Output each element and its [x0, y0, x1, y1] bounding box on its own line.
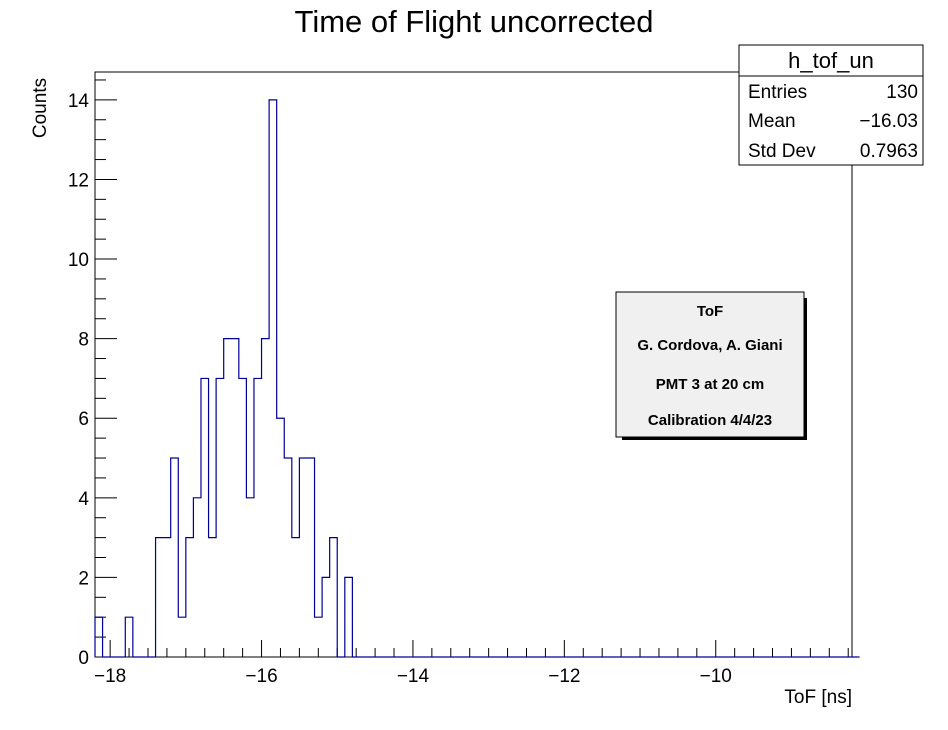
x-tick-label: −18: [94, 666, 126, 687]
x-tick-label: −16: [245, 666, 277, 687]
histogram-bin: [193, 498, 201, 657]
info-line-4: Calibration 4/4/23: [648, 412, 772, 429]
histogram-bin: [246, 498, 254, 657]
histogram-bin: [269, 100, 277, 657]
histogram-bin: [216, 378, 224, 657]
stats-box-name: h_tof_un: [788, 48, 874, 73]
info-box-panel: [615, 291, 805, 438]
y-axis-ticks: 0 2 4 6 8 10 12 14: [68, 79, 117, 669]
histogram-bin: [178, 617, 186, 657]
histogram-bin: [262, 339, 270, 657]
stats-box: h_tof_un Entries 130 Mean −16.03 Std Dev…: [738, 44, 924, 166]
histogram-outline: [94, 99, 860, 658]
info-line-1: ToF: [697, 303, 723, 320]
x-tick-label: −14: [397, 666, 430, 687]
histogram-bin: [307, 458, 315, 657]
histogram-bin: [277, 418, 285, 657]
stats-box-frame: [738, 44, 924, 166]
stats-stddev-value: 0.7963: [860, 141, 918, 162]
histogram-bin: [322, 577, 330, 657]
histogram-bin: [299, 458, 307, 657]
stats-stddev-label: Std Dev: [748, 141, 816, 162]
x-axis-ticks: −18 −16 −14 −12 −10: [94, 640, 849, 687]
info-line-2: G. Cordova, A. Giani: [637, 337, 782, 354]
info-box: ToF G. Cordova, A. Giani PMT 3 at 20 cm …: [615, 291, 807, 440]
stats-mean-value: −16.03: [859, 111, 918, 132]
y-tick-label: 6: [78, 409, 89, 430]
y-tick-label: 14: [68, 91, 90, 112]
histogram-bin: [186, 538, 194, 657]
x-tick-label: −12: [548, 666, 580, 687]
x-tick-label: −10: [700, 666, 732, 687]
info-line-3: PMT 3 at 20 cm: [656, 376, 764, 393]
histogram-bin: [254, 378, 262, 657]
histogram-bin: [156, 538, 164, 657]
y-tick-label: 2: [78, 568, 89, 589]
y-tick-label: 12: [68, 170, 89, 191]
stats-mean-label: Mean: [748, 111, 796, 132]
histogram-bin: [163, 538, 171, 657]
stats-entries-value: 130: [886, 82, 918, 103]
y-tick-label: 10: [68, 250, 89, 271]
histogram-bin: [330, 538, 338, 657]
histogram-bin: [209, 538, 217, 657]
histogram-bin: [201, 378, 209, 657]
y-tick-label: 4: [78, 489, 89, 510]
chart-title: Time of Flight uncorrected: [295, 4, 654, 39]
histogram-bin: [224, 339, 232, 657]
y-tick-label: 8: [78, 330, 89, 351]
y-axis-label: Counts: [30, 78, 51, 138]
stats-entries-label: Entries: [748, 82, 807, 103]
histogram-bin: [292, 538, 300, 657]
y-tick-label: 0: [78, 648, 89, 669]
histogram-bin: [171, 458, 179, 657]
histogram-bin: [345, 577, 353, 657]
histogram-bin: [284, 458, 292, 657]
x-axis-label: ToF [ns]: [784, 687, 852, 708]
histogram-bin: [231, 339, 239, 657]
histogram-bin: [239, 378, 247, 657]
